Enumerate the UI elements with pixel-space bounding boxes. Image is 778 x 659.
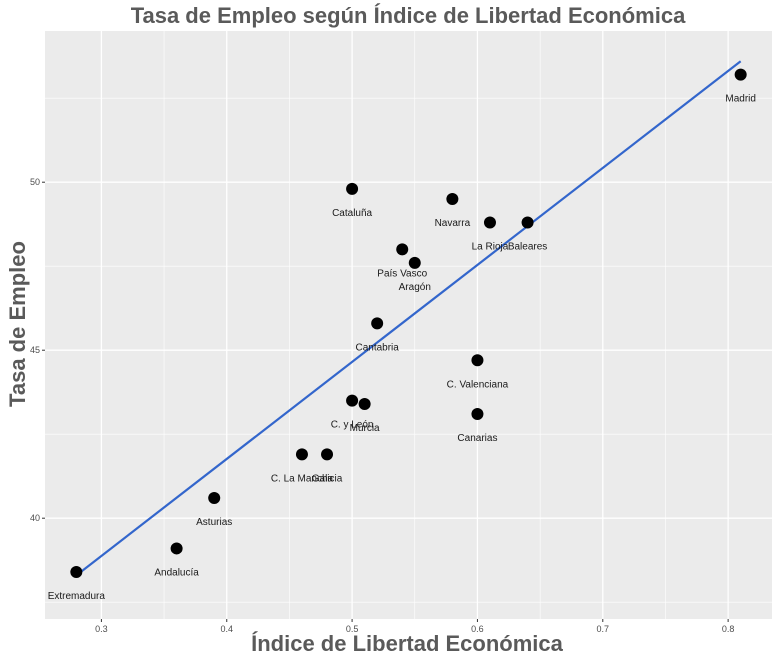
point-label: Galicia: [312, 473, 343, 484]
data-point: [446, 193, 459, 205]
x-tick-label: 0.3: [95, 624, 108, 634]
point-label: Andalucía: [154, 567, 199, 578]
point-label: Asturias: [196, 517, 232, 528]
point-label: C. La Mancha: [271, 473, 334, 484]
x-tick-label: 0.8: [722, 624, 735, 634]
point-label: Cataluña: [332, 208, 372, 219]
data-point: [471, 408, 484, 421]
y-tick-label: 50: [30, 177, 40, 187]
y-axis-title: Tasa de Empleo: [5, 241, 30, 407]
point-label: Extremadura: [48, 591, 106, 602]
data-point: [321, 448, 334, 461]
data-point: [734, 68, 747, 81]
data-point: [358, 397, 371, 410]
trend-line: [75, 60, 742, 577]
data-point: [208, 492, 221, 505]
chart-title: Tasa de Empleo según Índice de Libertad …: [131, 3, 686, 28]
point-label: Canarias: [457, 433, 497, 444]
point-label: Cantabria: [355, 342, 399, 353]
point-label: Madrid: [725, 94, 756, 105]
point-label: Navarra: [435, 218, 471, 229]
major-gridlines: [45, 31, 772, 619]
data-point: [371, 317, 384, 330]
point-label: País Vasco: [377, 268, 427, 279]
y-axis-ticks: 40 45 50: [30, 177, 45, 523]
x-tick-label: 0.5: [346, 624, 359, 634]
data-point: [408, 256, 421, 269]
data-point: [483, 216, 496, 229]
minor-gridlines: [45, 31, 772, 619]
point-label: C. Valenciana: [447, 379, 509, 390]
data-point: [396, 243, 409, 256]
x-axis-ticks: 0.3 0.4 0.5 0.6 0.7 0.8: [95, 619, 734, 634]
point-label: La Rioja: [472, 242, 509, 253]
point-label: Baleares: [508, 242, 547, 253]
data-point: [346, 182, 359, 195]
y-tick-label: 40: [30, 513, 40, 523]
data-point: [521, 216, 534, 229]
point-label: C. y León: [331, 420, 374, 431]
point-label: Aragón: [399, 282, 431, 293]
point-labels: Extremadura Andalucía Asturias C. La Mancha…: [48, 94, 756, 602]
x-tick-label: 0.7: [597, 624, 610, 634]
data-point: [70, 565, 83, 578]
point-label: Murcia: [350, 423, 380, 434]
x-tick-label: 0.4: [220, 624, 233, 634]
y-tick-label: 45: [30, 345, 40, 355]
x-tick-label: 0.6: [471, 624, 484, 634]
data-point: [471, 354, 484, 367]
data-point: [346, 394, 359, 407]
plot-panel: [45, 31, 772, 619]
data-points: [70, 68, 747, 578]
data-point: [295, 448, 308, 461]
data-point: [170, 542, 183, 555]
x-axis-title: Índice de Libertad Económica: [251, 631, 564, 656]
